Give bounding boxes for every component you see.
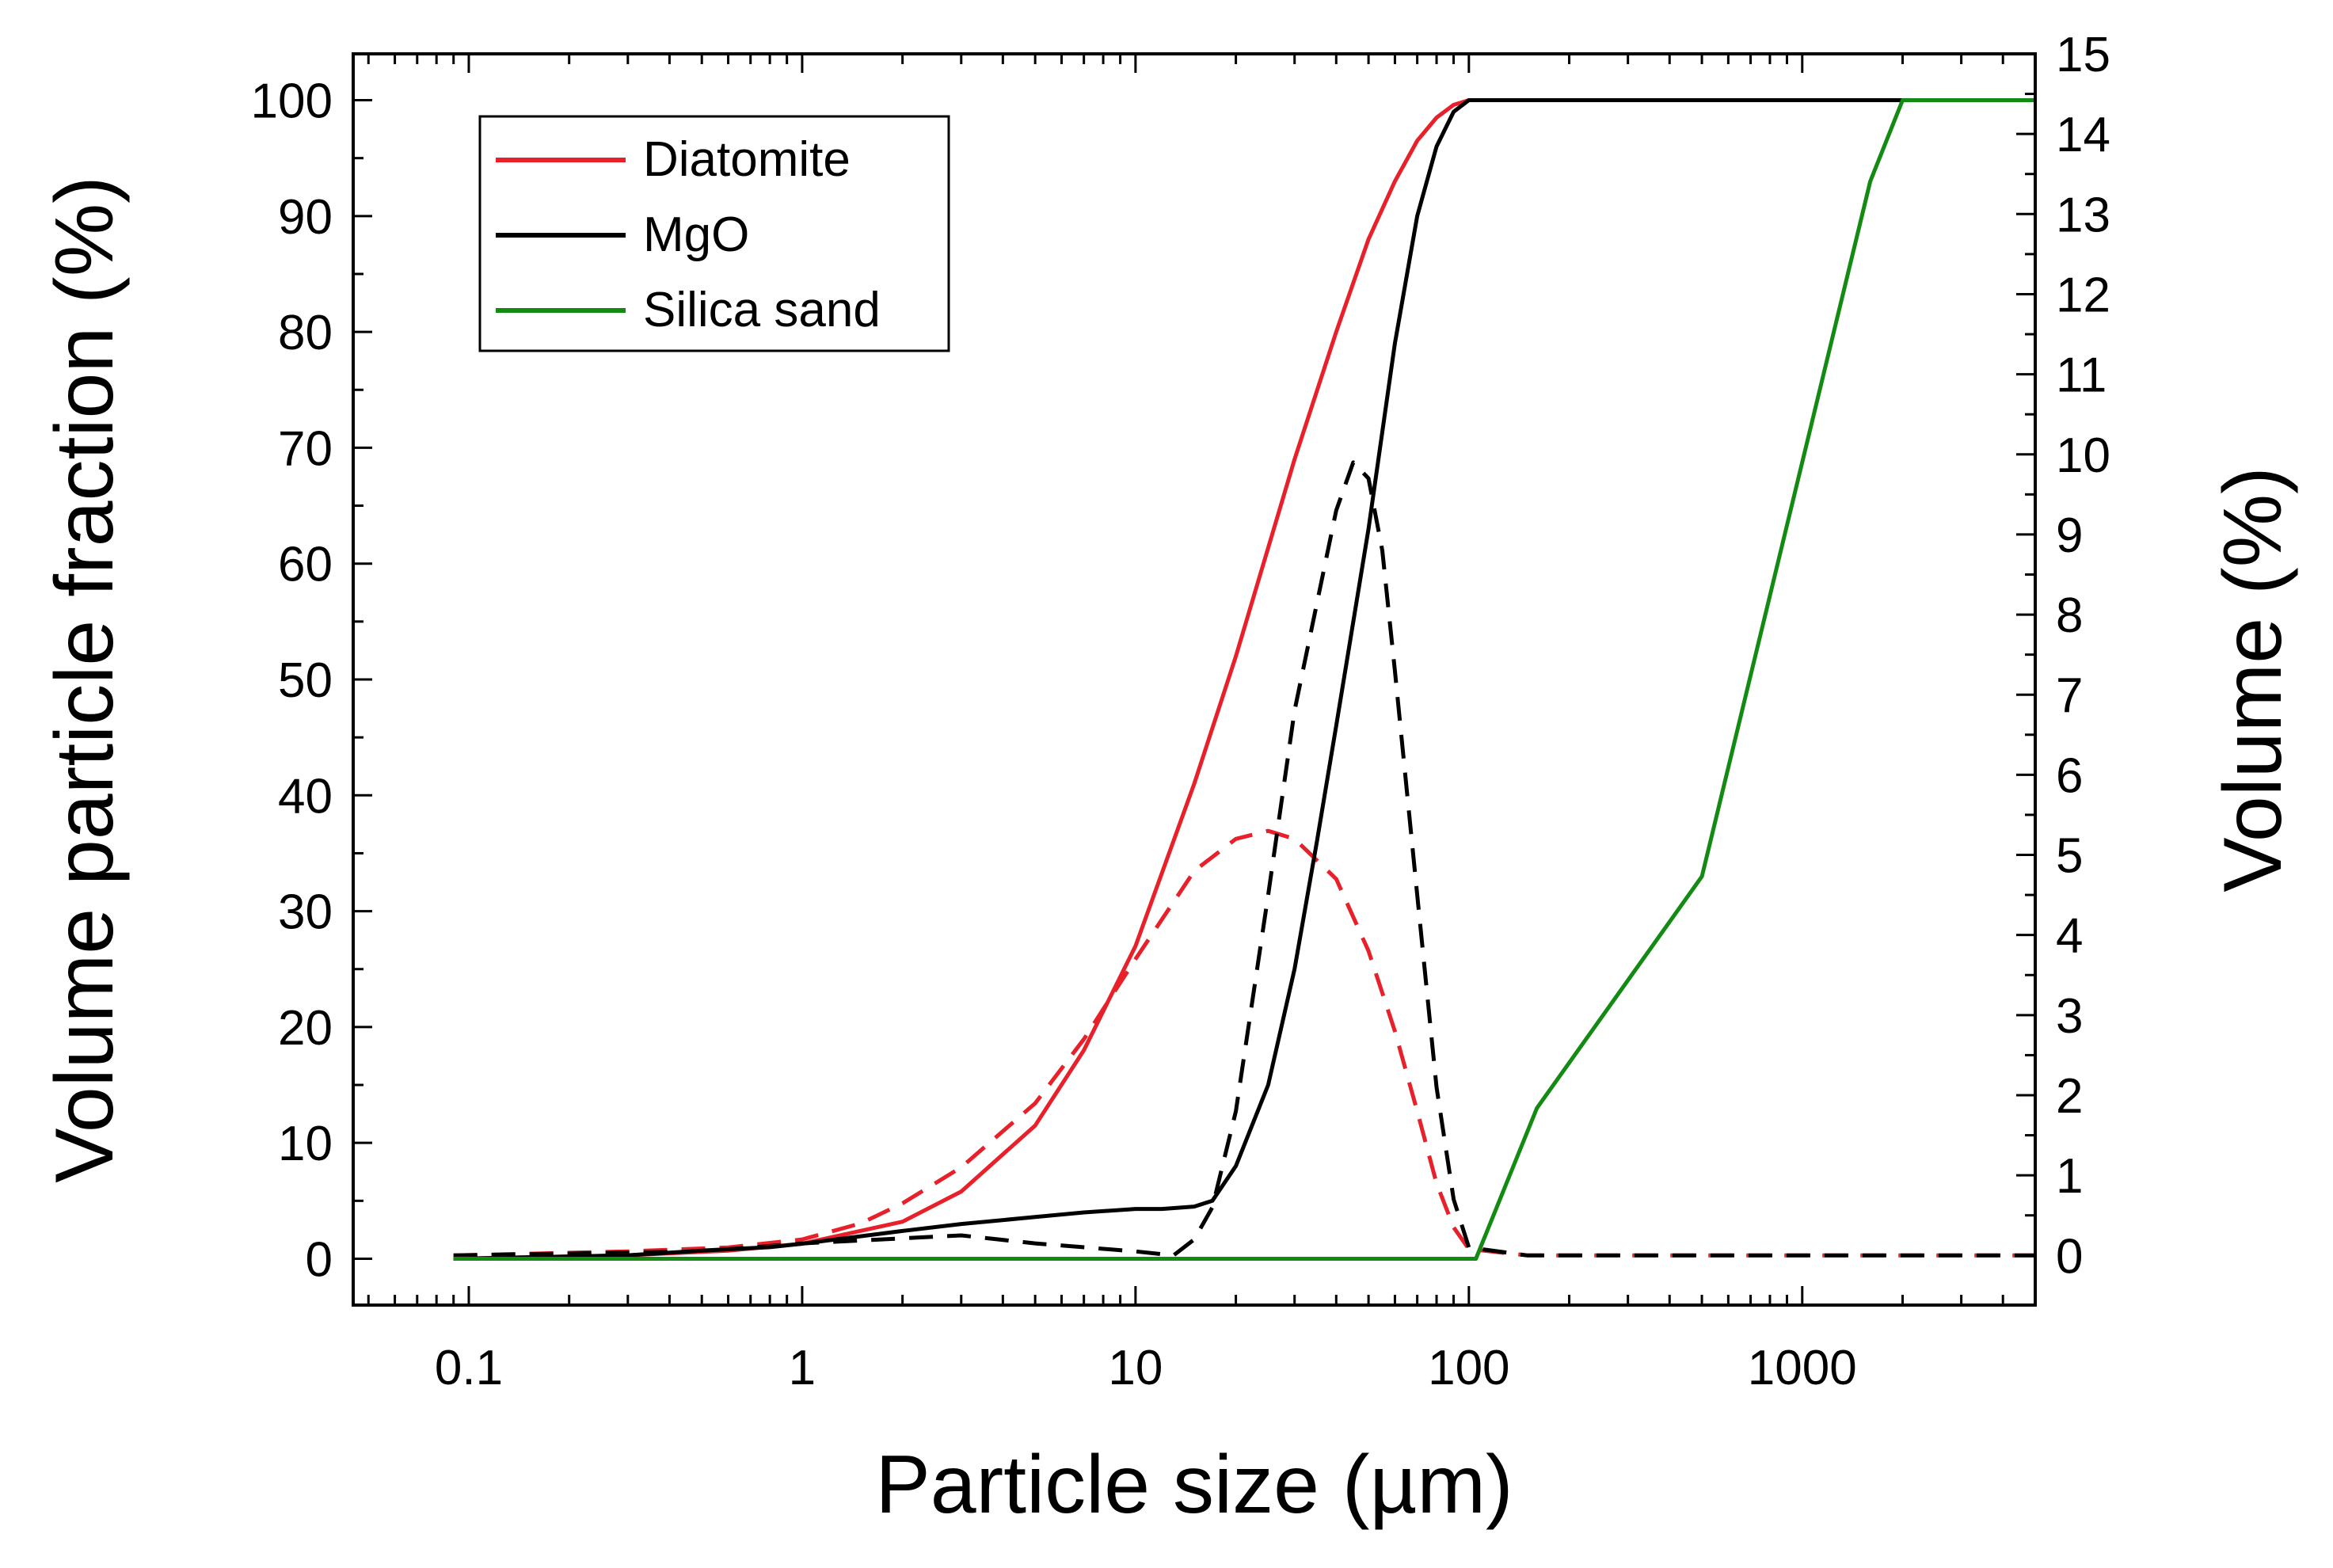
- x-tick-label: 1: [789, 1341, 816, 1395]
- y2-tick-label: 6: [2056, 748, 2083, 803]
- x-tick-label: 10: [1108, 1341, 1163, 1395]
- series-diatomite-cumulative: [453, 98, 2035, 1261]
- y-tick-label: 20: [278, 1001, 333, 1056]
- y2-tick-label: 4: [2056, 909, 2083, 964]
- x-axis-title: Particle size (µm): [875, 1439, 1513, 1531]
- x-tick-label: 1000: [1748, 1341, 1857, 1395]
- legend-label-silica-sand: Silica sand: [643, 283, 881, 337]
- series-diatomite-volume: [453, 828, 2035, 1258]
- series-mgo-cumulative: [453, 98, 2035, 1261]
- y-tick-label: 0: [306, 1232, 333, 1287]
- y2-tick-label: 13: [2056, 188, 2110, 242]
- y-tick-label: 40: [278, 769, 333, 824]
- legend-label-diatomite: Diatomite: [643, 132, 851, 187]
- y2-tick-label: 5: [2056, 829, 2083, 884]
- tick-labels: 0.1 1 10 100 1000010203040506070809010001234…: [251, 28, 2110, 1395]
- y-tick-label: 90: [278, 190, 333, 245]
- y2-tick-label: 8: [2056, 588, 2083, 643]
- y-tick-label: 60: [278, 538, 333, 592]
- y-tick-label: 30: [278, 885, 333, 940]
- y-tick-label: 50: [278, 653, 333, 708]
- y2-tick-label: 7: [2056, 668, 2083, 723]
- series-lines: [453, 98, 2035, 1261]
- y-tick-label: 100: [251, 74, 333, 129]
- y-tick-label: 10: [278, 1117, 333, 1171]
- y2-tick-label: 10: [2056, 428, 2110, 483]
- y2-tick-label: 11: [2056, 348, 2107, 403]
- y2-tick-label: 2: [2056, 1069, 2083, 1124]
- y-tick-label: 80: [278, 306, 333, 360]
- y-axis-title: Volume particle fraction (%): [39, 176, 131, 1183]
- y2-tick-label: 12: [2056, 268, 2110, 322]
- y2-tick-label: 1: [2056, 1149, 2083, 1204]
- y2-tick-label: 15: [2056, 28, 2110, 82]
- legend-label-mgo: MgO: [643, 207, 749, 262]
- y2-axis-title: Volume (%): [2207, 466, 2299, 892]
- series-silica-sand-cumulative: [453, 98, 2035, 1261]
- y-tick-label: 70: [278, 421, 333, 476]
- y2-tick-label: 9: [2056, 508, 2083, 563]
- x-tick-label: 0.1: [435, 1341, 503, 1395]
- x-tick-label: 100: [1428, 1341, 1509, 1395]
- legend: Diatomite MgO Silica sand: [478, 115, 950, 352]
- y2-tick-label: 14: [2056, 108, 2110, 162]
- y2-tick-label: 3: [2056, 989, 2083, 1044]
- series-mgo-volume: [453, 460, 2035, 1258]
- plot-frame: [352, 52, 2037, 1307]
- y2-tick-label: 0: [2056, 1229, 2083, 1284]
